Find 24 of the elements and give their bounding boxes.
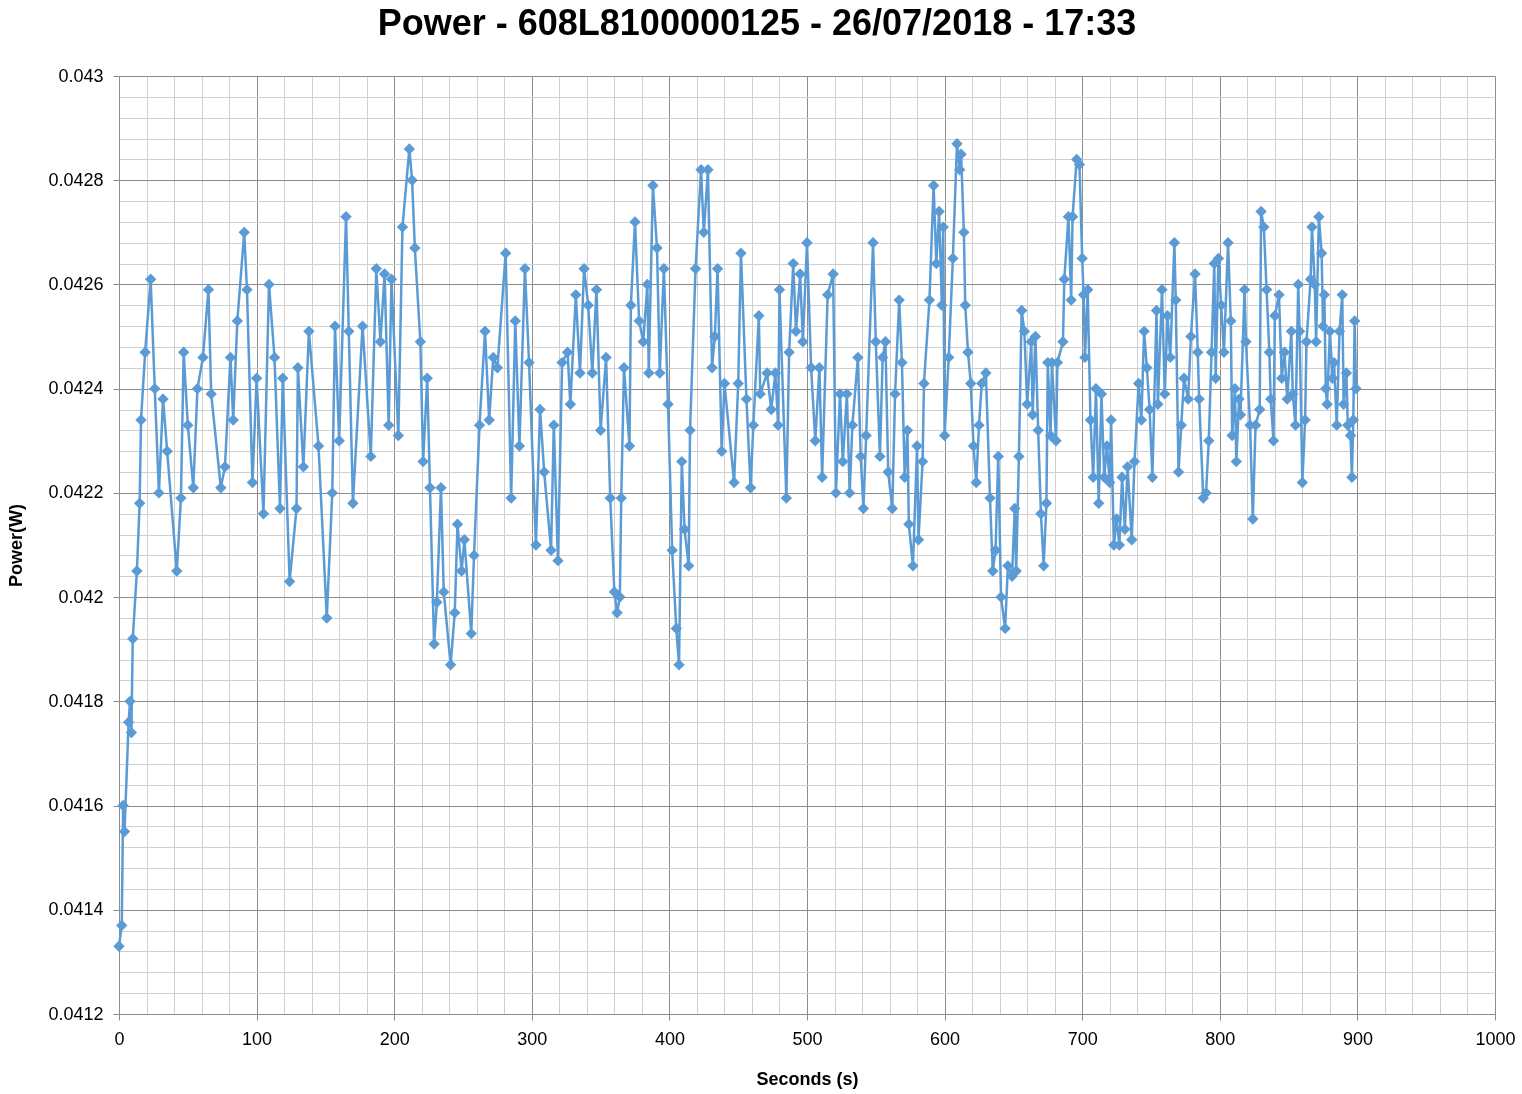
chart-title: Power - 608L8100000125 - 26/07/2018 - 17:33 [377,2,1137,43]
y-tick-label: 0.0418 [48,690,104,711]
x-tick-label: 400 [654,1028,685,1049]
y-tick-label: 0.0428 [48,169,104,190]
y-tick-label: 0.0424 [48,378,104,399]
y-tick-label: 0.0416 [48,795,104,816]
y-tick-label: 0.0412 [48,1003,104,1024]
x-tick-label: 700 [1067,1028,1098,1049]
x-tick-label: 800 [1205,1028,1236,1049]
y-tick-label: 0.0414 [48,899,104,920]
x-tick-label: 1000 [1475,1028,1516,1049]
x-tick-label: 500 [792,1028,823,1049]
x-tick-label: 900 [1342,1028,1373,1049]
x-tick-label: 600 [930,1028,961,1049]
y-tick-label: 0.042 [58,586,104,607]
x-tick-label: 0 [114,1028,125,1049]
x-tick-label: 300 [517,1028,548,1049]
x-axis-title: Seconds (s) [756,1068,859,1089]
x-tick-label: 200 [379,1028,410,1049]
y-tick-label: 0.043 [58,65,104,86]
y-axis-title: Power(W) [6,504,27,587]
x-tick-label: 100 [242,1028,273,1049]
y-tick-label: 0.0426 [48,273,104,294]
y-tick-label: 0.0422 [48,482,104,503]
